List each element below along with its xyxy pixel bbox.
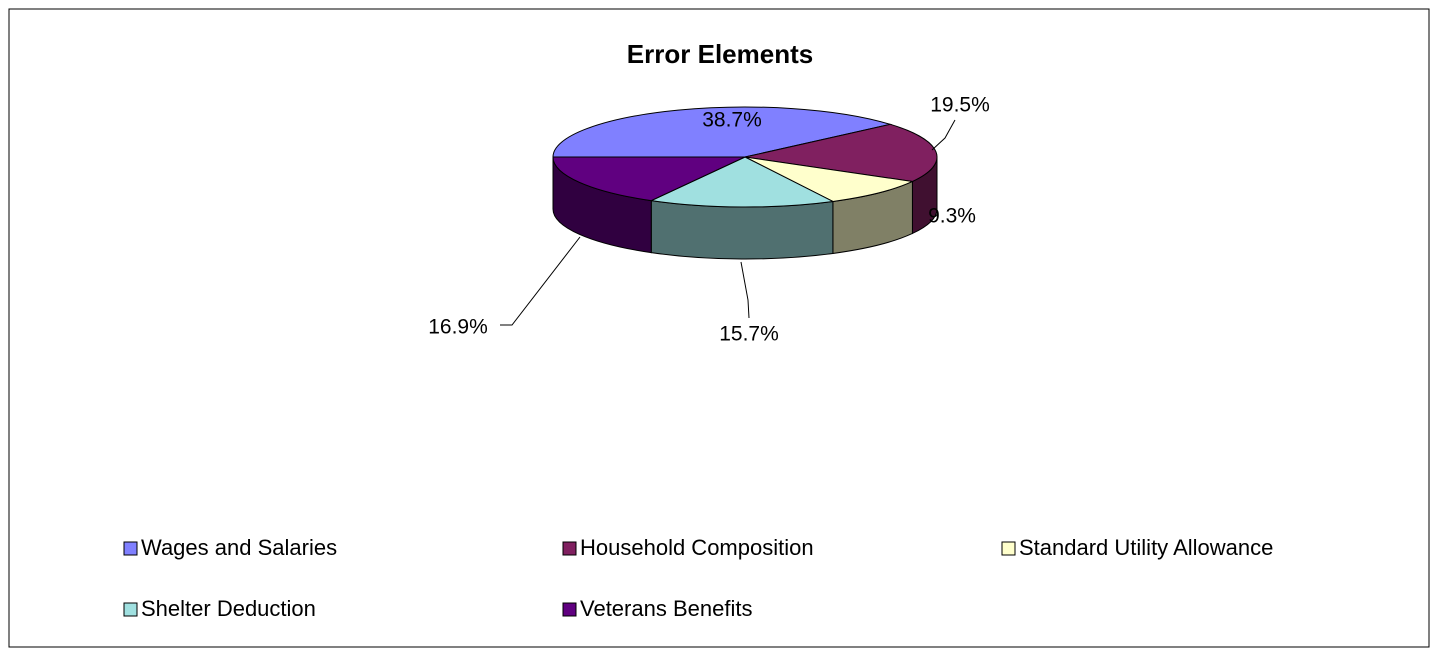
leader-line bbox=[931, 119, 956, 151]
leader-line bbox=[500, 236, 581, 326]
legend-label: Shelter Deduction bbox=[141, 596, 316, 621]
pie-slice bbox=[744, 123, 938, 182]
legend-label: Veterans Benefits bbox=[580, 596, 752, 621]
pie-slice bbox=[649, 156, 835, 208]
legend-swatch bbox=[123, 602, 138, 617]
pie-slice bbox=[744, 156, 915, 202]
legend-label: Household Composition bbox=[580, 535, 814, 560]
data-label: 19.5% bbox=[930, 94, 990, 117]
data-label: 38.7% bbox=[702, 109, 762, 132]
legend-swatch bbox=[123, 541, 138, 556]
data-label: 15.7% bbox=[719, 323, 779, 346]
legend-swatch bbox=[562, 602, 577, 617]
legend-label: Standard Utility Allowance bbox=[1019, 535, 1273, 560]
pie-slice bbox=[552, 106, 893, 158]
pie-slice bbox=[552, 156, 746, 202]
data-label: 16.9% bbox=[428, 316, 488, 339]
chart-title: Error Elements bbox=[627, 39, 813, 69]
legend-swatch bbox=[1001, 541, 1016, 556]
legend-label: Wages and Salaries bbox=[141, 535, 337, 560]
legend-swatch bbox=[562, 541, 577, 556]
data-label: 9.3% bbox=[928, 205, 976, 228]
leader-line bbox=[740, 261, 750, 319]
pie-slice-side bbox=[650, 200, 834, 260]
